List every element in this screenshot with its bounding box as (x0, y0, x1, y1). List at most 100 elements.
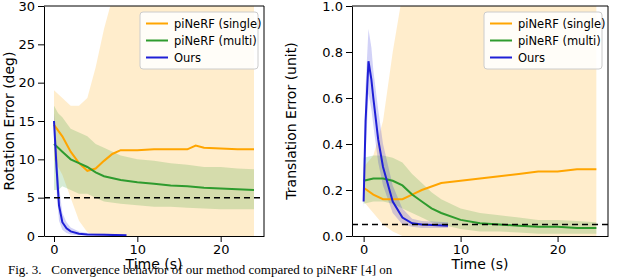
x-tick-mark (364, 236, 365, 242)
panel: 0 10 20 0.0 0.2 0.4 0.6 0.8 1.0 Time (s) piNeRF (s… (322, 0, 608, 272)
x-tick-mark (558, 236, 559, 242)
line (364, 61, 448, 225)
line (54, 121, 127, 235)
line (54, 144, 254, 190)
y-axis-line (44, 7, 45, 237)
y-tick: 15 (18, 114, 44, 129)
band (54, 113, 127, 235)
figure: 0 10 20 0 5 10 15 20 25 30 Time (s) piNeRF (single)… (0, 0, 640, 279)
y-tick-label: 25 (18, 37, 35, 52)
y-tick-label: 0 (27, 229, 35, 244)
frame (44, 6, 264, 7)
y-tick-label: 30 (18, 0, 35, 14)
x-tick: 20 (213, 236, 230, 257)
frame (352, 6, 608, 7)
legend-label: Ours (174, 51, 201, 65)
y-axis-label: Translation Error (unit) (283, 42, 299, 200)
x-tick: 0 (360, 236, 368, 257)
y-axis-line (352, 7, 353, 237)
legend-swatch (490, 57, 512, 59)
x-tick-label: 20 (213, 242, 230, 257)
legend: piNeRF (single) piNeRF (multi) Ours (140, 12, 261, 69)
legend-swatch (490, 23, 512, 25)
y-tick-label: 10 (18, 152, 35, 167)
legend-swatch (146, 57, 168, 59)
y-tick: 1.0 (322, 0, 352, 14)
band (54, 106, 254, 210)
frame (264, 6, 265, 236)
band (364, 156, 597, 234)
x-tick-label: 10 (453, 242, 470, 257)
y-tick-label: 0.6 (322, 91, 343, 106)
y-tick: 25 (18, 37, 44, 52)
y-tick-label: 0.8 (322, 45, 343, 60)
legend-swatch (490, 40, 512, 42)
y-tick-label: 5 (27, 190, 35, 205)
y-tick: 5 (27, 190, 44, 205)
y-tick: 0 (27, 229, 44, 244)
y-axis-label: Rotation Error (deg) (1, 52, 17, 191)
x-tick: 20 (550, 236, 567, 257)
y-tick: 0.0 (322, 229, 352, 244)
x-axis: 0 10 20 (353, 236, 609, 257)
y-tick: 20 (18, 75, 44, 90)
x-tick-mark (461, 236, 462, 242)
legend-swatch (146, 40, 168, 42)
y-tick-mark (346, 98, 352, 99)
threshold-line (44, 197, 264, 199)
y-tick: 0.6 (322, 91, 352, 106)
y-tick-mark (38, 83, 44, 84)
y-tick-mark (346, 190, 352, 191)
y-tick: 10 (18, 152, 44, 167)
y-tick-label: 0.2 (322, 183, 343, 198)
y-tick-label: 0.0 (322, 229, 343, 244)
legend-label: piNeRF (single) (518, 17, 605, 31)
y-tick-mark (346, 236, 352, 237)
y-axis: 0 5 10 15 20 25 30 (18, 0, 44, 244)
y-tick-label: 20 (18, 75, 35, 90)
y-tick-mark (38, 159, 44, 160)
x-axis-line (353, 236, 609, 237)
y-tick-mark (346, 6, 352, 7)
y-tick-mark (38, 44, 44, 45)
threshold-line (352, 224, 608, 226)
legend-label: Ours (518, 51, 545, 65)
y-tick-mark (38, 121, 44, 122)
caption: Fig. 3. Convergence behavior of our meth… (8, 262, 393, 277)
x-axis-line (45, 236, 265, 237)
x-tick: 10 (130, 236, 147, 257)
y-tick-label: 1.0 (322, 0, 343, 14)
legend: piNeRF (single) piNeRF (multi) Ours (484, 12, 605, 69)
y-tick: 0.2 (322, 183, 352, 198)
y-tick-mark (38, 198, 44, 199)
y-tick-mark (346, 144, 352, 145)
y-tick-mark (38, 6, 44, 7)
y-tick: 0.4 (322, 137, 352, 152)
y-tick-label: 15 (18, 114, 35, 129)
x-tick-mark (221, 236, 222, 242)
x-tick: 10 (453, 236, 470, 257)
x-axis-label: Time (s) (451, 256, 509, 272)
y-axis: 0.0 0.2 0.4 0.6 0.8 1.0 (322, 0, 352, 244)
legend-label: piNeRF (multi) (174, 34, 257, 48)
x-tick-label: 0 (50, 242, 58, 257)
legend-swatch (146, 23, 168, 25)
y-tick-mark (38, 236, 44, 237)
x-tick-label: 20 (550, 242, 567, 257)
line (364, 179, 597, 228)
legend-label: piNeRF (multi) (518, 34, 601, 48)
x-tick-label: 10 (130, 242, 147, 257)
line (54, 125, 254, 171)
frame (608, 6, 609, 236)
y-tick-label: 0.4 (322, 137, 343, 152)
y-tick-mark (346, 52, 352, 53)
y-tick: 0.8 (322, 45, 352, 60)
plot-area (352, 6, 608, 236)
panel: 01020051015202530Time (s)piNeRF (single)… (18, 0, 264, 272)
x-tick: 0 (50, 236, 58, 257)
x-tick-mark (54, 236, 55, 242)
x-axis: 0 10 20 (45, 236, 265, 257)
legend-label: piNeRF (single) (174, 17, 261, 31)
x-tick-mark (137, 236, 138, 242)
plot-area (44, 6, 264, 236)
